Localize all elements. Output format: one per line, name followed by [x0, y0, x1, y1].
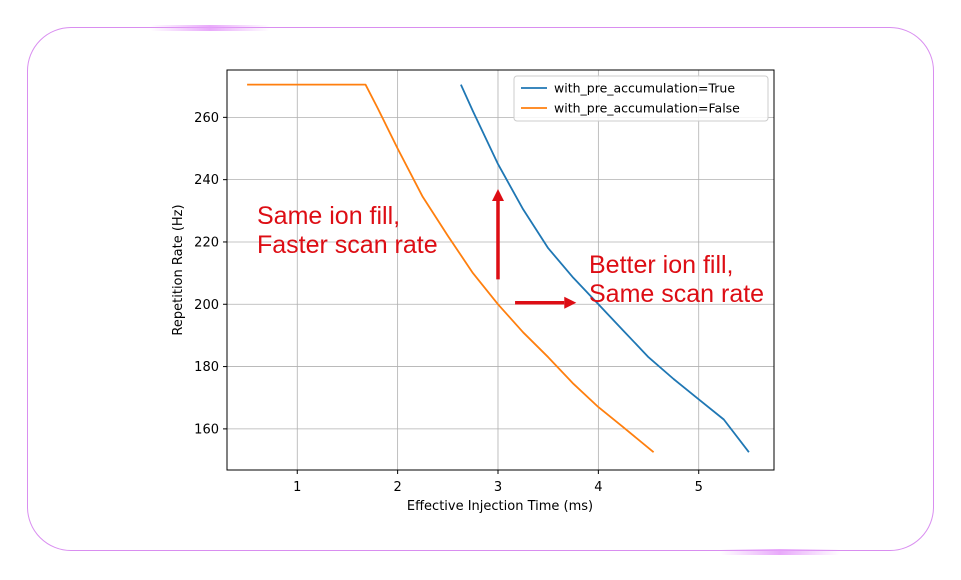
y-tick-label: 220: [194, 235, 219, 250]
annotation-line: Faster scan rate: [257, 231, 438, 259]
y-axis-ticks: 160 180 200 220 240 260: [194, 111, 227, 437]
annotation-line: Better ion fill,: [589, 251, 734, 279]
x-tick-label: 5: [695, 480, 703, 495]
series-line: [247, 83, 655, 453]
legend-label: with_pre_accumulation=True: [554, 81, 735, 96]
y-tick-label: 240: [194, 173, 219, 188]
y-tick-label: 260: [194, 111, 219, 126]
arrow-head: [564, 296, 577, 309]
plot-area: [226, 69, 775, 471]
x-tick-label: 3: [494, 480, 502, 495]
annotation-same-ion-fill: Same ion fill, Faster scan rate: [257, 202, 438, 260]
frame-glow-top: [150, 25, 270, 31]
arrow-head: [491, 189, 504, 202]
y-tick-label: 180: [194, 360, 219, 375]
y-tick-label: 200: [194, 298, 219, 313]
x-tick-label: 4: [594, 480, 602, 495]
annotation-better-ion-fill: Better ion fill, Same scan rate: [589, 251, 764, 309]
series-line: [460, 84, 750, 453]
frame-glow-bottom: [720, 549, 840, 555]
x-axis-label: Effective Injection Time (ms): [407, 499, 593, 514]
annotation-line: Same ion fill,: [257, 202, 401, 230]
annotation-arrows: [491, 189, 577, 309]
x-tick-label: 1: [293, 480, 301, 495]
legend-box: [513, 75, 769, 122]
annotation-line: Same scan rate: [589, 280, 765, 308]
legend: with_pre_accumulation=True with_pre_accum…: [513, 75, 769, 122]
x-tick-label: 2: [393, 480, 401, 495]
rounded-frame: [27, 27, 934, 551]
y-axis-label: Repetition Rate (Hz): [171, 204, 186, 335]
series-layer: [247, 83, 750, 453]
y-tick-label: 160: [194, 422, 219, 437]
x-axis-ticks: 1 2 3 4 5: [293, 470, 703, 495]
legend-label: with_pre_accumulation=False: [554, 101, 740, 116]
